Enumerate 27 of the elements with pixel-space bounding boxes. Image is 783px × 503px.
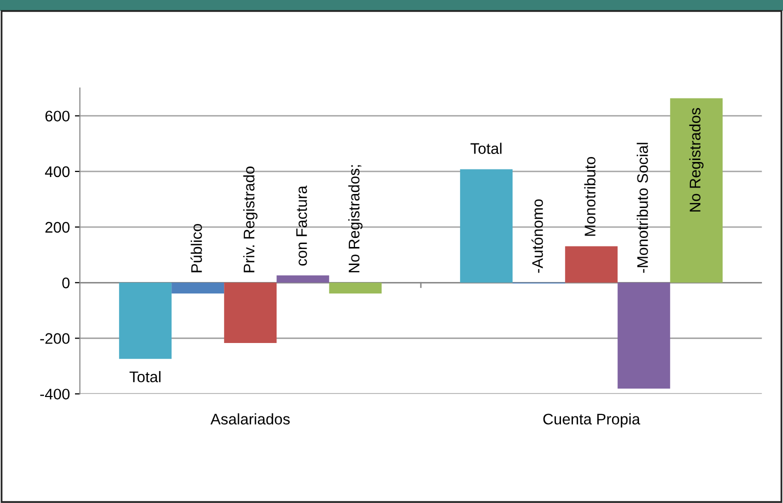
x-tick-label: Cuenta Propia xyxy=(543,413,640,428)
bar xyxy=(276,275,330,283)
y-tick-label: 600 xyxy=(45,110,70,122)
annotation: Total xyxy=(470,142,502,154)
bar xyxy=(460,169,513,283)
y-tick-label: 400 xyxy=(45,166,70,178)
y-tick-label: 0 xyxy=(62,278,70,288)
x-tick-label: Asalariados xyxy=(210,413,290,425)
y-tick-label: 200 xyxy=(45,222,70,233)
bar xyxy=(670,98,723,283)
bar xyxy=(172,282,224,294)
annotation: con Factura xyxy=(296,186,307,266)
bar xyxy=(119,282,172,359)
annotation: Total xyxy=(130,371,160,382)
y-tick-label: -400 xyxy=(40,388,70,400)
bar xyxy=(329,282,382,294)
annotation: No Registrados; xyxy=(348,165,363,272)
bar xyxy=(224,282,277,343)
bar xyxy=(618,282,670,389)
y-tick-label: -200 xyxy=(40,333,70,344)
annotation: -Autónomo xyxy=(532,199,543,273)
annotation: -Monotributo Social xyxy=(636,142,648,273)
annotation: Público xyxy=(190,224,202,272)
annotation: Priv. Registrado xyxy=(243,166,258,272)
annotation: Monotributo xyxy=(584,157,596,236)
bar xyxy=(565,246,618,283)
annotation: No Registrados xyxy=(689,108,704,212)
